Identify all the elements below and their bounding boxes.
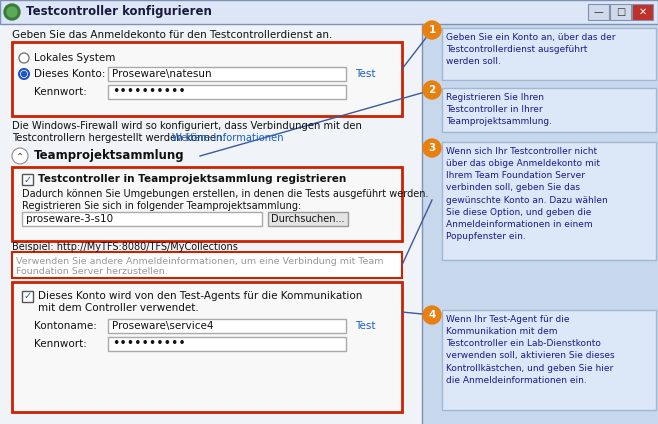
FancyBboxPatch shape (268, 212, 348, 226)
Text: ✓: ✓ (24, 175, 32, 184)
Text: Kontoname:: Kontoname: (34, 321, 97, 331)
Text: Proseware\service4: Proseware\service4 (112, 321, 213, 331)
FancyBboxPatch shape (108, 319, 346, 333)
Text: Die Windows-Firewall wird so konfiguriert, dass Verbindungen mit den: Die Windows-Firewall wird so konfigurier… (12, 121, 362, 131)
Text: □: □ (616, 7, 625, 17)
Text: Foundation Server herzustellen.: Foundation Server herzustellen. (16, 268, 168, 276)
Text: ••••••••••: •••••••••• (112, 86, 186, 98)
Text: Testcontroller konfigurieren: Testcontroller konfigurieren (26, 6, 212, 19)
Text: Teamprojektsammlung: Teamprojektsammlung (34, 150, 185, 162)
Text: Dieses Konto wird von den Test-Agents für die Kommunikation: Dieses Konto wird von den Test-Agents fü… (38, 291, 363, 301)
Text: Dadurch können Sie Umgebungen erstellen, in denen die Tests ausgeführt werden.: Dadurch können Sie Umgebungen erstellen,… (22, 189, 428, 199)
Text: Geben Sie ein Konto an, über das der
Testcontrollerdienst ausgeführt
werden soll: Geben Sie ein Konto an, über das der Tes… (446, 33, 615, 66)
FancyBboxPatch shape (422, 0, 658, 424)
Text: Wenn Ihr Test-Agent für die
Kommunikation mit dem
Testcontroller ein Lab-Dienstk: Wenn Ihr Test-Agent für die Kommunikatio… (446, 315, 615, 385)
Circle shape (22, 72, 26, 76)
Text: —: — (594, 7, 603, 17)
Circle shape (19, 53, 29, 63)
FancyBboxPatch shape (0, 24, 422, 424)
Text: Verwenden Sie andere Anmeldeinformationen, um eine Verbindung mit Team: Verwenden Sie andere Anmeldeinformatione… (16, 257, 384, 265)
Text: Durchsuchen...: Durchsuchen... (271, 214, 345, 224)
Text: Geben Sie das Anmeldekonto für den Testcontrollerdienst an.: Geben Sie das Anmeldekonto für den Testc… (12, 30, 332, 40)
FancyBboxPatch shape (108, 67, 346, 81)
FancyBboxPatch shape (22, 174, 33, 185)
Text: 2: 2 (428, 85, 436, 95)
FancyBboxPatch shape (12, 282, 402, 412)
Text: Beispiel: http://MyTFS:8080/TFS/MyCollections: Beispiel: http://MyTFS:8080/TFS/MyCollec… (12, 242, 238, 252)
Text: ••••••••••: •••••••••• (112, 338, 186, 351)
FancyBboxPatch shape (12, 167, 402, 241)
Text: Test: Test (355, 69, 376, 79)
Text: 4: 4 (428, 310, 436, 320)
Text: Proseware\natesun: Proseware\natesun (112, 69, 212, 79)
Text: Kennwort:: Kennwort: (34, 339, 87, 349)
FancyBboxPatch shape (442, 88, 656, 132)
FancyBboxPatch shape (588, 4, 609, 20)
FancyBboxPatch shape (442, 142, 656, 260)
Text: Lokales System: Lokales System (34, 53, 115, 63)
Text: mit dem Controller verwendet.: mit dem Controller verwendet. (38, 303, 199, 313)
FancyBboxPatch shape (632, 4, 653, 20)
Text: ✓: ✓ (24, 292, 32, 301)
Text: 3: 3 (428, 143, 436, 153)
FancyBboxPatch shape (108, 337, 346, 351)
FancyBboxPatch shape (0, 0, 658, 24)
Text: Wenn sich Ihr Testcontroller nicht
über das obige Anmeldekonto mit
Ihrem Team Fo: Wenn sich Ihr Testcontroller nicht über … (446, 147, 608, 241)
FancyBboxPatch shape (442, 28, 656, 80)
Circle shape (423, 81, 441, 99)
Text: Registrieren Sie sich in folgender Teamprojektsammlung:: Registrieren Sie sich in folgender Teamp… (22, 201, 301, 211)
Circle shape (19, 69, 29, 79)
Text: ⌃: ⌃ (16, 152, 24, 162)
Text: Testcontrollern hergestellt werden können.: Testcontrollern hergestellt werden könne… (12, 133, 229, 143)
Circle shape (7, 7, 17, 17)
Text: ✕: ✕ (638, 7, 647, 17)
Text: Registrieren Sie Ihren
Testcontroller in Ihrer
Teamprojektsammlung.: Registrieren Sie Ihren Testcontroller in… (446, 93, 552, 126)
FancyBboxPatch shape (22, 291, 33, 302)
Circle shape (423, 21, 441, 39)
Circle shape (423, 139, 441, 157)
Text: Test: Test (355, 321, 376, 331)
Text: Dieses Konto:: Dieses Konto: (34, 69, 105, 79)
FancyBboxPatch shape (22, 212, 262, 226)
Text: proseware-3-s10: proseware-3-s10 (26, 214, 113, 224)
FancyBboxPatch shape (442, 310, 656, 410)
Circle shape (12, 148, 28, 164)
Circle shape (4, 4, 20, 20)
FancyBboxPatch shape (610, 4, 631, 20)
FancyBboxPatch shape (108, 85, 346, 99)
Circle shape (423, 306, 441, 324)
Text: Kennwort:: Kennwort: (34, 87, 87, 97)
FancyBboxPatch shape (12, 252, 402, 278)
Text: Weitere Informationen: Weitere Informationen (172, 133, 283, 143)
Text: Testcontroller in Teamprojektsammlung registrieren: Testcontroller in Teamprojektsammlung re… (38, 174, 346, 184)
Text: 1: 1 (428, 25, 436, 35)
FancyBboxPatch shape (12, 42, 402, 116)
